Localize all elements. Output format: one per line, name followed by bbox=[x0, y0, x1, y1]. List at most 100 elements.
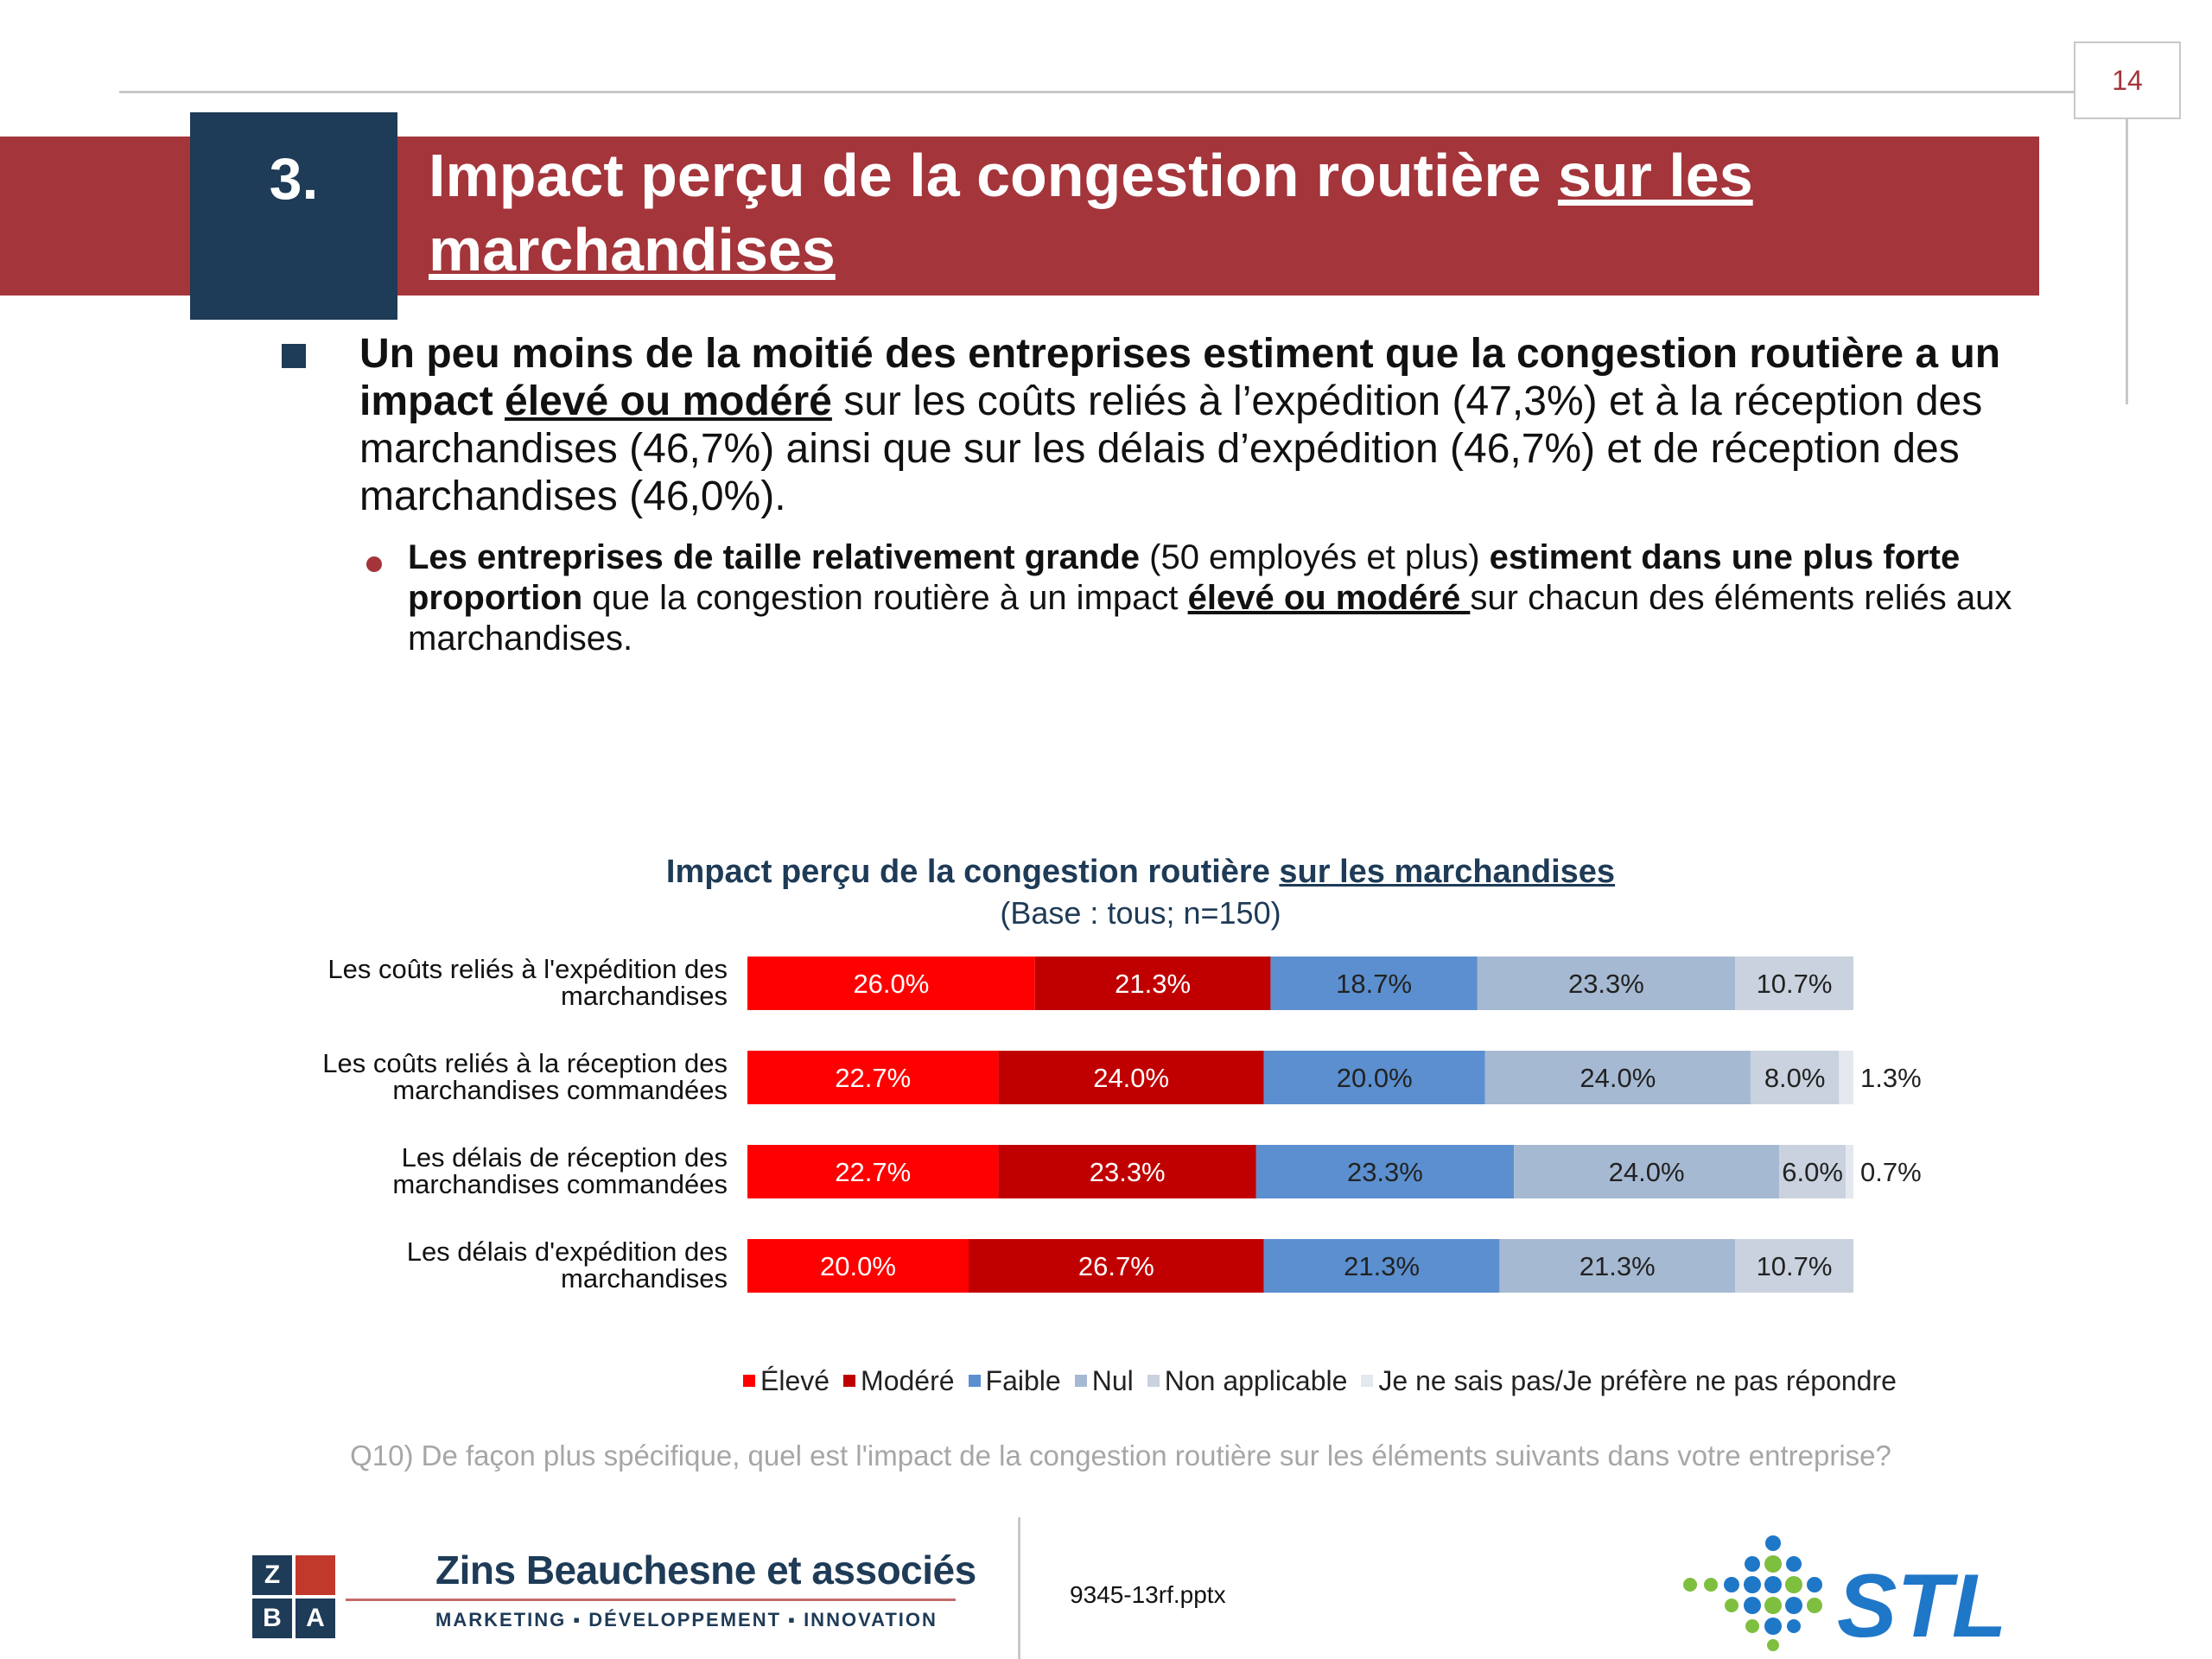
legend-label: Modéré bbox=[861, 1364, 955, 1396]
bar-segment bbox=[747, 1239, 969, 1293]
data-label: 10.7% bbox=[1757, 1251, 1833, 1281]
chart-title-plain: Impact perçu de la congestion routière bbox=[665, 854, 1280, 890]
legend-label: Élevé bbox=[760, 1364, 830, 1396]
bar-segment bbox=[1263, 1051, 1485, 1104]
data-label: 22.7% bbox=[835, 1157, 911, 1187]
bar-segment bbox=[1484, 1051, 1751, 1104]
file-name: 9345-13rf.pptx bbox=[1070, 1581, 1226, 1608]
data-label: 6.0% bbox=[1782, 1157, 1843, 1187]
data-label: 1.3% bbox=[1860, 1063, 1922, 1093]
sub-bullet-plain-3: sur chacun des éléments reliés aux march… bbox=[408, 579, 2012, 658]
category-label: Les délais de réception des marchandises … bbox=[392, 1142, 728, 1199]
data-label: 20.0% bbox=[820, 1251, 896, 1281]
legend-label: Je ne sais pas/Je préfère ne pas répondr… bbox=[1378, 1364, 1897, 1396]
bar-segment bbox=[1477, 957, 1736, 1010]
chart-subtitle: (Base : tous; n=150) bbox=[1000, 895, 1281, 931]
data-label: 18.7% bbox=[1336, 969, 1412, 999]
legend-label: Non applicable bbox=[1164, 1364, 1348, 1396]
slide-title-plain: Impact perçu de la congestion routière bbox=[429, 142, 1558, 209]
chart-title-underlined: sur les marchandises bbox=[1279, 854, 1616, 890]
bar-segment bbox=[998, 1145, 1256, 1198]
data-label: 26.7% bbox=[1078, 1251, 1154, 1281]
bar-segment bbox=[969, 1239, 1264, 1293]
legend-item: Je ne sais pas/Je préfère ne pas répondr… bbox=[1361, 1364, 1897, 1397]
data-label: 24.0% bbox=[1609, 1157, 1685, 1187]
category-label-line: Les coûts reliés à l'expédition des bbox=[327, 954, 728, 984]
stl-logo-dots bbox=[1683, 1535, 1822, 1651]
sub-bullet-bold-1: Les entreprises de taille relativement g… bbox=[408, 538, 1141, 576]
bar-segment bbox=[747, 1145, 999, 1198]
zba-logo-red-square bbox=[296, 1555, 335, 1595]
category-label-line: Les coûts reliés à la réception des bbox=[322, 1048, 728, 1078]
legend-swatch bbox=[1074, 1375, 1087, 1387]
company-rule bbox=[346, 1599, 956, 1601]
bar-segment bbox=[1514, 1145, 1780, 1198]
legend-swatch bbox=[743, 1375, 755, 1387]
data-label: 0.7% bbox=[1860, 1157, 1922, 1187]
category-label-line: marchandises bbox=[561, 1263, 728, 1294]
category-label-line: marchandises commandées bbox=[392, 1075, 728, 1105]
chart-legend: Élevé Modéré Faible Nul Non applicable Je ne … bbox=[743, 1363, 1910, 1398]
main-bullet-bold: Un peu moins de la moitié des entreprise… bbox=[359, 331, 2001, 424]
bar-segment bbox=[1263, 1239, 1500, 1293]
legend-item: Non applicable bbox=[1147, 1364, 1348, 1397]
sub-bullet-bold-underlined: élevé ou modéré bbox=[1187, 579, 1471, 617]
bar-segment bbox=[747, 1051, 999, 1104]
page-number: 14 bbox=[2074, 41, 2181, 119]
slide-title-underlined-2: marchandises bbox=[429, 216, 836, 283]
data-label: 21.3% bbox=[1580, 1251, 1656, 1281]
bar-segment bbox=[1846, 1145, 1853, 1198]
category-label-line: Les délais d'expédition des bbox=[407, 1236, 728, 1267]
company-name: Zins Beauchesne et associés bbox=[435, 1548, 976, 1592]
data-label: 23.3% bbox=[1090, 1157, 1166, 1187]
main-bullet-bold-underlined: élevé ou modéré bbox=[505, 378, 832, 424]
data-label: 23.3% bbox=[1568, 969, 1644, 999]
zba-logo-letter-a: A bbox=[296, 1599, 335, 1638]
stl-logo: STL bbox=[1683, 1535, 2005, 1652]
data-label: 23.3% bbox=[1347, 1157, 1423, 1187]
footer-divider bbox=[1018, 1517, 1020, 1659]
category-label: Les coûts reliés à l'expédition des march… bbox=[327, 954, 728, 1011]
bar-segment bbox=[1839, 1051, 1853, 1104]
sub-bullet-plain-2: que la congestion routière à un impact bbox=[582, 579, 1188, 617]
bullet-dot-icon bbox=[366, 556, 382, 572]
legend-swatch bbox=[1147, 1375, 1160, 1387]
data-label: 21.3% bbox=[1344, 1251, 1420, 1281]
legend-item: Modéré bbox=[843, 1365, 955, 1397]
legend-label: Faible bbox=[985, 1364, 1061, 1396]
slide-title-underlined-1: sur les bbox=[1557, 142, 1753, 209]
side-rule bbox=[2126, 119, 2128, 404]
data-label: 20.0% bbox=[1337, 1063, 1413, 1093]
zba-logo-letter-b: B bbox=[252, 1599, 292, 1638]
data-label: 24.0% bbox=[1093, 1063, 1169, 1093]
legend-swatch bbox=[843, 1375, 856, 1387]
data-label: 26.0% bbox=[853, 969, 929, 999]
bullet-square-icon bbox=[282, 344, 306, 368]
category-label: Les coûts reliés à la réception des march… bbox=[322, 1048, 728, 1105]
stacked-bar-chart: Les coûts reliés à l'expédition des march… bbox=[322, 954, 1922, 1294]
main-bullet-text: Un peu moins de la moitié des entreprise… bbox=[359, 330, 2053, 520]
data-label: 21.3% bbox=[1115, 969, 1191, 999]
zba-logo-letter-z: Z bbox=[252, 1555, 292, 1595]
legend-swatch bbox=[1361, 1375, 1374, 1387]
category-label-line: marchandises commandées bbox=[392, 1169, 728, 1199]
chart-title: Impact perçu de la congestion routière s… bbox=[0, 854, 2212, 891]
bar-segment bbox=[1255, 1145, 1515, 1198]
section-number: 3. bbox=[190, 112, 397, 320]
stl-logo-text: STL bbox=[1837, 1556, 2005, 1652]
bar-segment bbox=[1499, 1239, 1736, 1293]
sub-bullet-plain-1: (50 employés et plus) bbox=[1140, 538, 1490, 576]
data-label: 8.0% bbox=[1764, 1063, 1826, 1093]
legend-item: Nul bbox=[1074, 1365, 1134, 1397]
bar-segment bbox=[1735, 1239, 1853, 1293]
sub-bullet-bold-2: estiment dans une plus forte proportion bbox=[408, 538, 1961, 617]
category-label-line: marchandises bbox=[561, 981, 728, 1011]
category-label-line: Les délais de réception des bbox=[402, 1142, 728, 1173]
bar-segment bbox=[1034, 957, 1271, 1010]
company-tagline: MARKETING ▪ DÉVELOPPEMENT ▪ INNOVATION bbox=[435, 1609, 938, 1630]
bar-segment bbox=[1270, 957, 1478, 1010]
survey-question: Q10) De façon plus spécifique, quel est … bbox=[350, 1440, 1891, 1471]
bar-segment bbox=[998, 1051, 1264, 1104]
bar-segment bbox=[1735, 957, 1853, 1010]
slide-title: Impact perçu de la congestion routière s… bbox=[429, 138, 2018, 287]
